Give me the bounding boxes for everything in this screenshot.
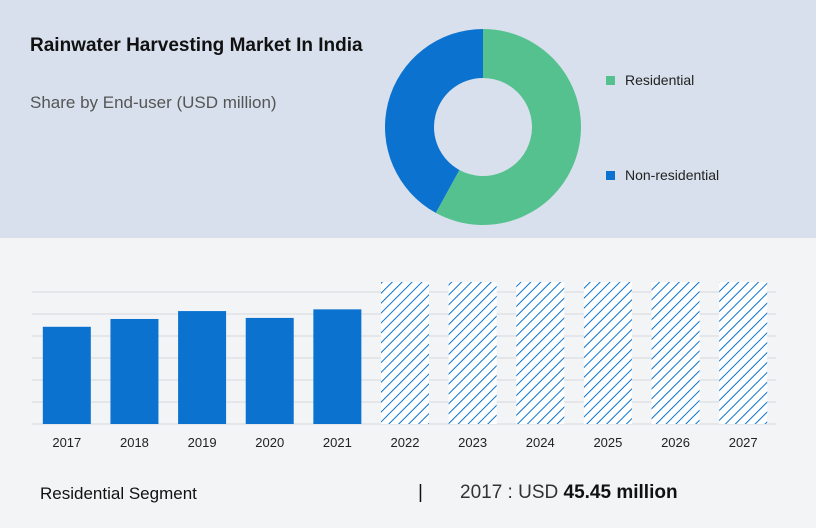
footer-divider: | — [418, 482, 423, 503]
bar-chart: 2017 2018 2019 2020 2021 2022 2023 2024 2025 2026… — [32, 281, 776, 450]
bar-2026 — [651, 281, 700, 424]
donut-chart — [385, 28, 581, 225]
tick-label-2021: 2021 — [323, 435, 352, 450]
bar-2018 — [110, 318, 159, 424]
legend-label-non-residential: Non-residential — [625, 167, 720, 183]
tick-label-2026: 2026 — [661, 435, 690, 450]
legend-swatch-non-residential — [606, 170, 615, 180]
page-title: Rainwater Harvesting Market In India — [30, 35, 363, 56]
bar-2023 — [448, 281, 497, 424]
bar-2017 — [42, 326, 91, 424]
bar-2021 — [313, 309, 362, 424]
tick-label-2017: 2017 — [52, 435, 81, 450]
donut-slice-non-residential — [385, 28, 483, 213]
legend-swatch-residential — [606, 75, 615, 85]
footer: Residential Segment | 2017 : USD 45.45 m… — [0, 462, 816, 528]
tick-label-2027: 2027 — [729, 435, 758, 450]
tick-label-2020: 2020 — [255, 435, 284, 450]
footer-segment-label: Residential Segment — [40, 484, 197, 503]
tick-label-2018: 2018 — [120, 435, 149, 450]
tick-label-2024: 2024 — [526, 435, 555, 450]
tick-label-2023: 2023 — [458, 435, 487, 450]
donut-slice-residential — [435, 29, 581, 225]
footer-value-bold: 45.45 million — [563, 482, 678, 503]
bar-2019 — [178, 311, 227, 424]
tick-label-2022: 2022 — [391, 435, 420, 450]
footer-value: 2017 : USD 45.45 million — [460, 482, 678, 504]
bar-2020 — [245, 317, 294, 424]
footer-value-prefix: 2017 : USD — [460, 482, 559, 503]
bar-2025 — [583, 281, 632, 424]
tick-label-2019: 2019 — [188, 435, 217, 450]
legend-item-residential: Residential — [606, 72, 694, 88]
tick-label-2025: 2025 — [593, 435, 622, 450]
header-panel: Rainwater Harvesting Market In India Sha… — [0, 0, 816, 238]
page-subtitle: Share by End-user (USD million) — [30, 93, 277, 112]
legend-item-non-residential: Non-residential — [606, 167, 719, 183]
bar-2024 — [516, 281, 565, 424]
bar-2027 — [719, 281, 768, 424]
legend-label-residential: Residential — [625, 72, 695, 88]
bar-2022 — [381, 281, 429, 424]
